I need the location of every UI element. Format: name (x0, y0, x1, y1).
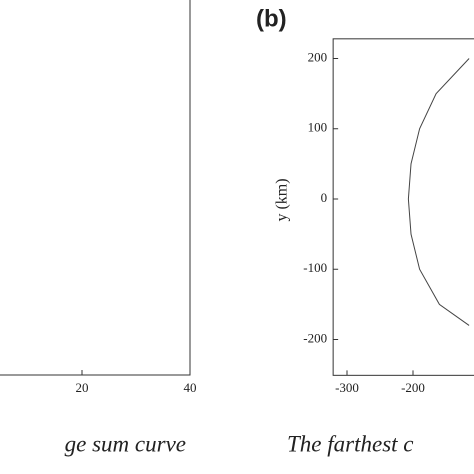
panel-label: (b) (256, 5, 287, 32)
caption: The farthest c (287, 431, 414, 456)
y-tick-label: -100 (303, 260, 327, 275)
x-tick-label: 40 (184, 380, 197, 395)
curve (407, 58, 470, 326)
x-tick-label: -200 (401, 380, 425, 395)
y-axis-label: y (km) (274, 178, 291, 221)
y-tick-label: 100 (308, 120, 328, 135)
y-tick-label: -200 (303, 330, 327, 345)
x-tick-label: 20 (76, 380, 89, 395)
y-tick-label: 200 (308, 49, 328, 64)
caption: ge sum curve (65, 431, 186, 456)
axes-box (0, 0, 191, 376)
y-tick-label: 0 (321, 190, 328, 205)
x-tick-label: -300 (335, 380, 359, 395)
axes-box (332, 38, 474, 376)
